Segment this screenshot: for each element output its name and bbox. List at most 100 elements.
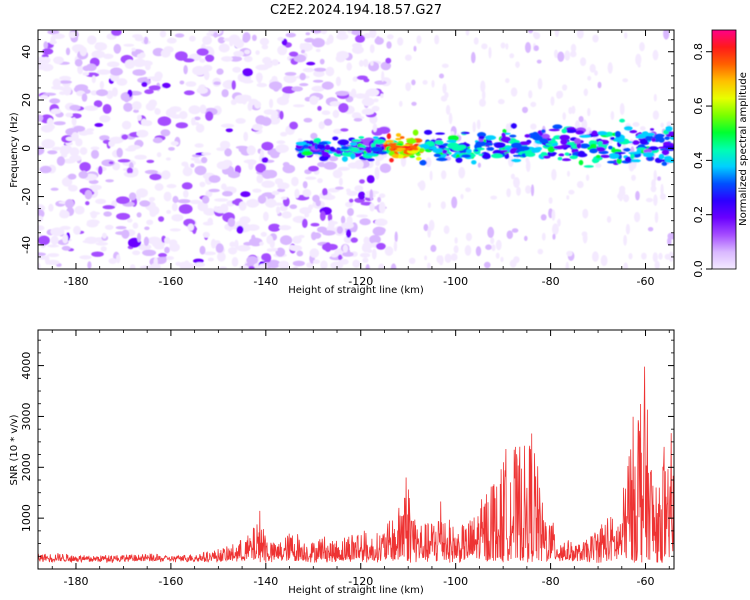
heatmap-cell bbox=[545, 143, 553, 146]
heatmap-cell bbox=[338, 254, 343, 261]
heatmap-cell bbox=[557, 219, 561, 225]
heatmap-cell bbox=[265, 198, 277, 208]
heatmap-cell bbox=[77, 64, 84, 75]
heatmap-cell bbox=[59, 210, 70, 219]
heatmap-cell bbox=[136, 53, 144, 59]
heatmap-cell bbox=[280, 131, 288, 137]
heatmap-cell bbox=[337, 166, 350, 171]
heatmap-cell bbox=[528, 30, 534, 34]
heatmap-cell bbox=[329, 146, 335, 152]
heatmap-cell bbox=[231, 200, 237, 205]
heatmap-cell bbox=[46, 124, 55, 130]
heatmap-cell bbox=[38, 114, 44, 122]
heatmap-cell bbox=[123, 102, 133, 112]
heatmap-cell bbox=[568, 189, 575, 195]
heatmap-cell bbox=[137, 114, 142, 121]
heatmap-cell bbox=[560, 139, 568, 145]
heatmap-cell bbox=[153, 257, 158, 267]
heatmap-cell bbox=[486, 146, 495, 151]
spectrogram-frame bbox=[37, 29, 675, 270]
heatmap-cell bbox=[233, 50, 245, 57]
heatmap-cell bbox=[571, 105, 576, 115]
heatmap-cell bbox=[646, 156, 654, 161]
heatmap-cell bbox=[412, 129, 419, 136]
heatmap-cell bbox=[306, 61, 316, 66]
y-tick-label: 20 bbox=[20, 93, 33, 107]
heatmap-cell bbox=[476, 147, 485, 151]
heatmap-cell bbox=[591, 130, 598, 136]
heatmap-cell bbox=[666, 121, 672, 128]
x-tick-label: -100 bbox=[443, 575, 468, 588]
heatmap-cell bbox=[111, 200, 118, 208]
heatmap-cell bbox=[363, 33, 372, 39]
heatmap-cell bbox=[358, 191, 366, 200]
heatmap-cell bbox=[305, 176, 317, 180]
heatmap-cell bbox=[653, 93, 657, 102]
heatmap-cell bbox=[394, 231, 398, 243]
x-tick-label: -80 bbox=[542, 575, 560, 588]
heatmap-cell bbox=[134, 154, 147, 160]
heatmap-cell bbox=[116, 254, 121, 264]
heatmap-cell bbox=[197, 201, 209, 212]
heatmap-cell bbox=[178, 204, 193, 214]
heatmap-cell bbox=[369, 44, 375, 54]
heatmap-cell bbox=[550, 96, 555, 106]
heatmap-cell bbox=[597, 141, 603, 145]
heatmap-cell bbox=[541, 133, 550, 140]
heatmap-cell bbox=[324, 144, 331, 151]
y-tick-label: -20 bbox=[20, 188, 33, 206]
heatmap-cell bbox=[310, 30, 324, 34]
heatmap-cell bbox=[231, 80, 236, 90]
heatmap-cell bbox=[169, 242, 181, 252]
heatmap-cell bbox=[332, 169, 343, 179]
heatmap-cell bbox=[610, 111, 615, 120]
heatmap-cell bbox=[658, 252, 663, 260]
heatmap-cell bbox=[126, 167, 133, 174]
heatmap-cell bbox=[140, 118, 147, 127]
heatmap-cell bbox=[311, 151, 324, 155]
heatmap-cell bbox=[320, 30, 328, 35]
heatmap-cell bbox=[319, 155, 329, 162]
heatmap-cell bbox=[183, 65, 188, 75]
heatmap-cell bbox=[221, 89, 229, 98]
heatmap-cell bbox=[374, 80, 387, 85]
heatmap-cell bbox=[330, 261, 344, 269]
heatmap-cell bbox=[102, 232, 107, 239]
x-tick-label: -100 bbox=[443, 275, 468, 288]
heatmap-cell bbox=[171, 203, 178, 212]
heatmap-cell bbox=[78, 171, 89, 179]
heatmap-cell bbox=[630, 153, 635, 160]
heatmap-cell bbox=[217, 36, 226, 44]
heatmap-cell bbox=[665, 125, 673, 132]
heatmap-cell bbox=[629, 159, 641, 163]
heatmap-cell bbox=[208, 188, 220, 193]
heatmap-cell bbox=[159, 30, 167, 38]
heatmap-cell bbox=[393, 240, 398, 252]
heatmap-cell bbox=[625, 223, 631, 235]
heatmap-cell bbox=[423, 223, 429, 232]
heatmap-cell bbox=[269, 239, 275, 249]
heatmap-cell bbox=[277, 45, 288, 56]
heatmap-cell bbox=[530, 123, 537, 130]
heatmap-cell bbox=[276, 206, 281, 214]
heatmap-cell bbox=[632, 140, 640, 145]
heatmap-cell bbox=[309, 95, 319, 106]
heatmap-cell bbox=[302, 144, 309, 148]
x-tick-label: -60 bbox=[637, 275, 655, 288]
heatmap-cell bbox=[531, 148, 541, 153]
heatmap-cell bbox=[289, 244, 295, 249]
heatmap-cell bbox=[168, 147, 175, 151]
heatmap-cell bbox=[548, 128, 560, 132]
heatmap-cell bbox=[510, 158, 522, 163]
heatmap-cell bbox=[231, 257, 239, 267]
heatmap-cell bbox=[175, 122, 188, 129]
heatmap-cell bbox=[38, 56, 47, 63]
heatmap-cell bbox=[509, 53, 515, 59]
heatmap-cell bbox=[242, 79, 254, 84]
heatmap-cell bbox=[210, 238, 217, 249]
heatmap-cell bbox=[299, 83, 309, 87]
heatmap-cell bbox=[89, 184, 102, 191]
heatmap-cell bbox=[361, 108, 375, 115]
heatmap-cell bbox=[405, 54, 412, 61]
